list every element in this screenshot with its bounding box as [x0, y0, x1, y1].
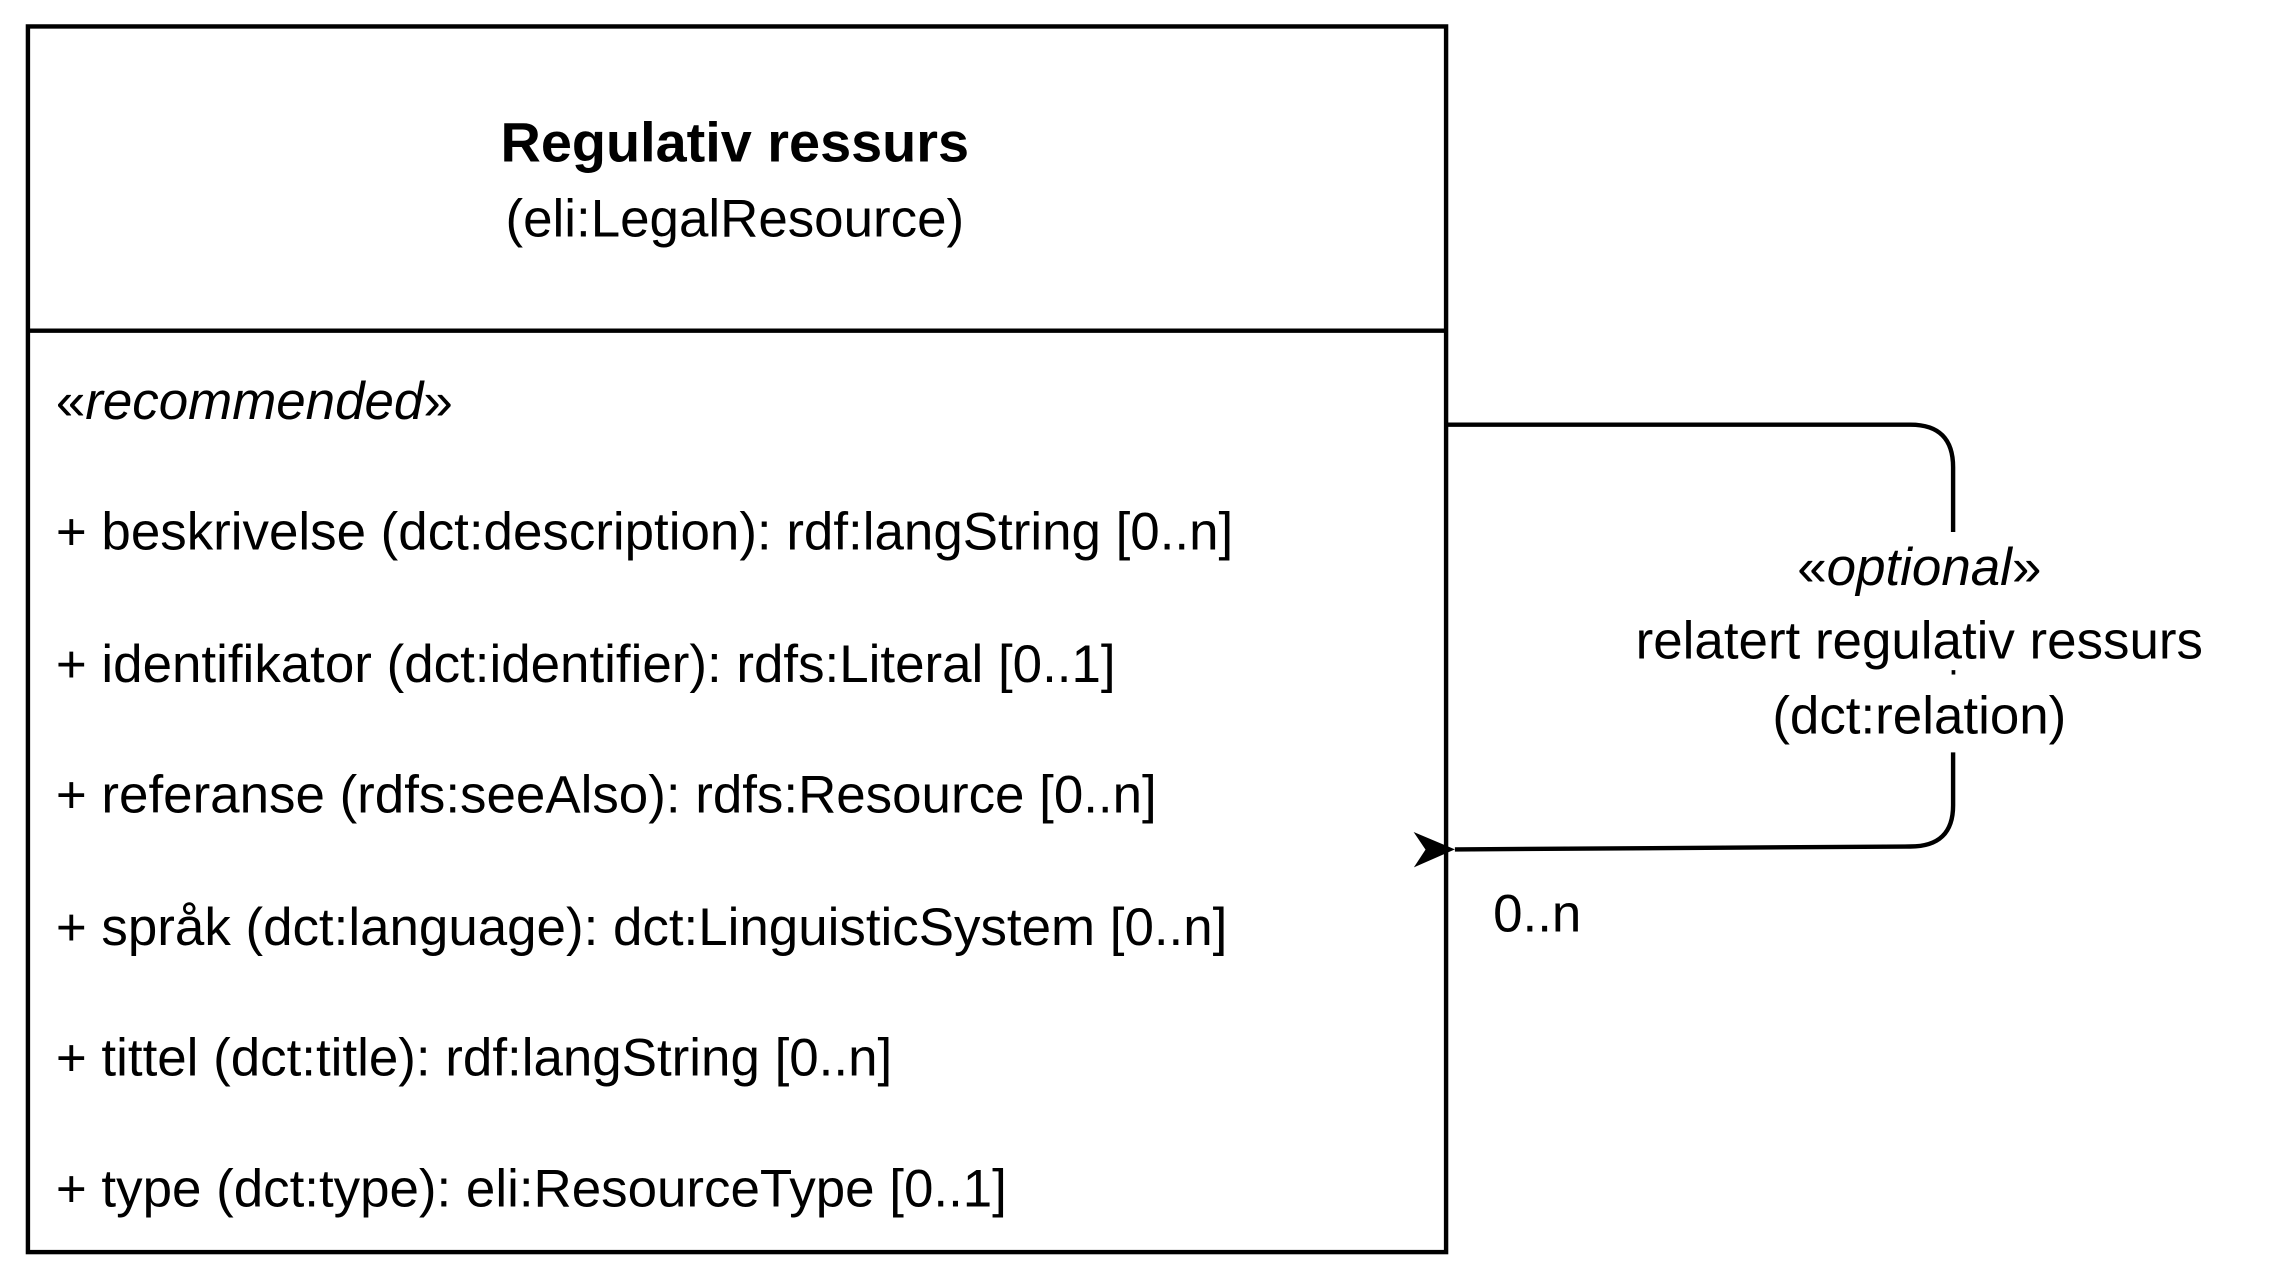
stereotype-name: recommended — [85, 372, 425, 431]
stereotype-close: » — [423, 372, 452, 431]
attribute-row: + type (dct:type): eli:ResourceType [0..… — [56, 1160, 1007, 1219]
attribute-row: + referanse (rdfs:seeAlso): rdfs:Resourc… — [56, 766, 1157, 825]
relation-multiplicity: 0..n — [1493, 885, 1581, 944]
class-uri: (eli:LegalResource) — [505, 190, 964, 249]
relation-property: (dct:relation) — [1772, 686, 2066, 745]
attribute-row: + identifikator (dct:identifier): rdfs:L… — [56, 635, 1116, 694]
rel-stereotype-open: « — [1797, 538, 1826, 597]
relation-label: relatert regulativ ressurs — [1636, 611, 2203, 670]
class-box[interactable]: Regulativ ressurs (eli:LegalResource) «r… — [25, 24, 1449, 1255]
association-dot — [1951, 670, 1956, 675]
association-line-upper — [1446, 422, 1956, 532]
rel-stereotype-name: optional — [1827, 538, 2014, 597]
rel-stereotype-close: » — [2012, 538, 2041, 597]
attribute-row: + språk (dct:language): dct:LinguisticSy… — [56, 898, 1228, 957]
relation-stereotype: «optional» — [1797, 538, 2041, 597]
stereotype-open: « — [56, 372, 85, 431]
attribute-row: + beskrivelse (dct:description): rdf:lan… — [56, 503, 1233, 562]
self-association[interactable]: «optional» relatert regulativ ressurs (d… — [1413, 422, 2203, 944]
class-border — [25, 24, 1449, 1255]
attribute-row: + tittel (dct:title): rdf:langString [0.… — [56, 1029, 892, 1088]
class-stereotype: «recommended» — [56, 372, 453, 431]
association-line-lower — [1413, 752, 1956, 868]
class-title: Regulativ ressurs — [501, 111, 970, 174]
